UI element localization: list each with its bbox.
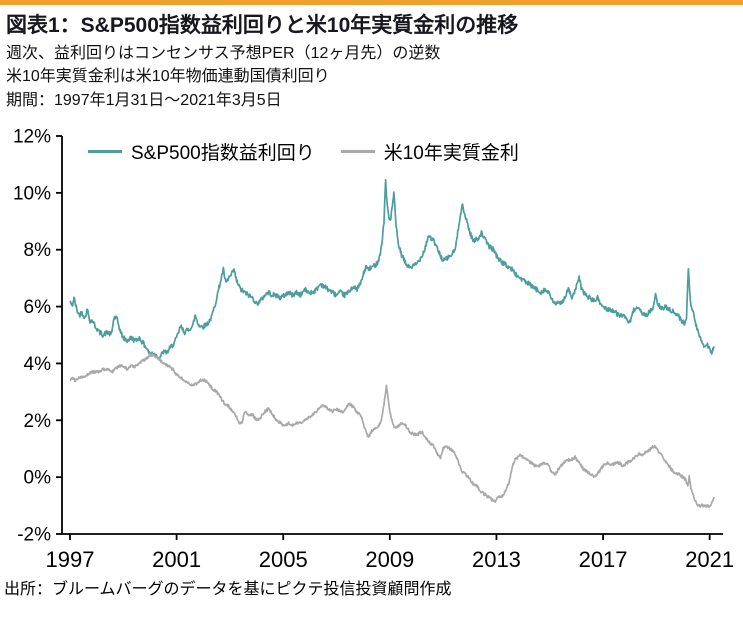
legend-label-sp500: S&P500指数益利回り: [131, 142, 315, 164]
y-tick-label: 0%: [24, 467, 52, 488]
x-tick-label: 1997: [46, 547, 95, 571]
series-line-2: [69, 352, 715, 508]
y-tick-label: 6%: [24, 297, 52, 318]
axis-tick-labels: -2% 0% 2% 4% 6% 8% 10% 12% 1997 2001 2005 2009 2013 2…: [13, 126, 734, 571]
chart-legend: S&P500指数益利回り 米10年実質金利: [88, 138, 519, 165]
subtitle-line-1: 週次、益利回りはコンセンサス予想PER（12ヶ月先）の逆数: [6, 45, 441, 63]
x-tick-label: 2009: [365, 547, 414, 571]
y-tick-label: -2%: [17, 524, 51, 545]
source-note: 出所：ブルームバーグのデータを基にピクテ投信投資顧問作成: [4, 580, 452, 598]
y-tick-label: 2%: [24, 411, 52, 432]
x-tick-label: 2013: [472, 547, 521, 571]
chart-canvas: -2% 0% 2% 4% 6% 8% 10% 12% 1997 2001 2005 2009 2013 2…: [13, 126, 734, 571]
axes: [56, 134, 723, 540]
y-tick-label: 12%: [13, 126, 51, 147]
page-title: 図表1：S&P500指数益利回りと米10年実質金利の推移: [6, 14, 519, 37]
y-tick-label: 8%: [24, 240, 52, 261]
subtitle-line-3: 期間：1997年1月31日～2021年3月5日: [6, 91, 282, 109]
series1-line-swatch: [88, 149, 122, 153]
series-line-1: [69, 178, 715, 361]
legend-item-sp500: S&P500指数益利回り: [88, 138, 315, 165]
x-tick-label: 2017: [579, 547, 628, 571]
chart-notes: 週次、益利回りはコンセンサス予想PER（12ヶ月先）の逆数 米10年実質金利は米…: [6, 42, 735, 112]
subtitle-line-2: 米10年実質金利は米10年物価連動国債利回り: [6, 68, 330, 86]
x-tick-label: 2021: [685, 547, 734, 571]
x-tick-label: 2005: [259, 547, 308, 571]
top-accent-bar: [0, 0, 743, 5]
series2-line-swatch: [340, 149, 375, 153]
x-tick-label: 2001: [152, 547, 201, 571]
legend-item-real-rate: 米10年実質金利: [340, 138, 519, 165]
chart-area: -2% 0% 2% 4% 6% 8% 10% 12% 1997 2001 2005 2009 2013 2…: [0, 116, 743, 571]
legend-label-real-rate: 米10年実質金利: [383, 142, 519, 164]
y-tick-label: 10%: [13, 183, 51, 204]
y-tick-label: 4%: [24, 354, 52, 375]
